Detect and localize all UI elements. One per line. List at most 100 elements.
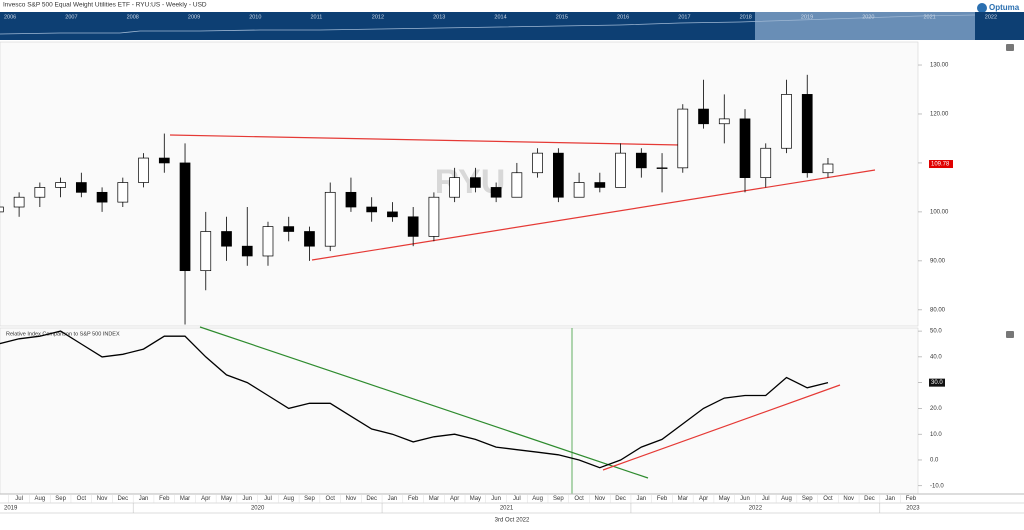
x-tick-label: Aug (283, 496, 294, 502)
x-tick-label: Jul (762, 496, 770, 502)
candle-body (55, 182, 66, 188)
y-tick-label: 130.00 (930, 63, 949, 69)
x-tick-label: Aug (35, 496, 46, 502)
navigator-year: 2007 (65, 14, 77, 20)
x-tick-label: Sep (55, 496, 66, 502)
candle-body (324, 191, 336, 247)
navigator-year: 2006 (4, 14, 16, 20)
year-label: 2023 (906, 506, 920, 512)
candle-body (739, 118, 751, 178)
x-tick-label: Oct (574, 496, 584, 502)
candle-body (283, 226, 295, 232)
x-tick-label: Feb (657, 496, 668, 502)
year-label: 2021 (500, 506, 514, 512)
x-tick-label: Jan (388, 496, 398, 502)
candle-body (96, 191, 108, 203)
candle-body (221, 231, 232, 247)
x-tick-label: Dec (117, 496, 128, 502)
logo-text: Optuma (989, 3, 1020, 12)
y-tick-label: -10.0 (930, 483, 944, 489)
candle-body (656, 167, 668, 169)
candle-body (470, 177, 481, 188)
navigator-year: 2019 (801, 14, 813, 20)
candle-body (366, 206, 378, 213)
x-tick-label: Jun (740, 496, 750, 502)
candle-body (822, 163, 834, 174)
lock-icon[interactable] (1006, 44, 1014, 51)
x-tick-label: Aug (781, 496, 792, 502)
navigator[interactable]: 2006 2007 2008 2009 2010 2011 2012 2013 2014 2015… (0, 12, 1024, 40)
x-tick-label: Jan (885, 496, 895, 502)
x-tick-label: Oct (77, 496, 87, 502)
navigator-year: 2013 (433, 14, 445, 20)
candle-body (615, 152, 626, 188)
year-label: 2020 (251, 506, 265, 512)
plot-area (0, 74, 876, 494)
x-tick-label: Mar (429, 496, 439, 502)
x-tick-label: Apr (699, 496, 708, 502)
candle-body (760, 147, 772, 178)
candle-body (635, 152, 647, 169)
candle-body (449, 177, 460, 198)
resistance-line (169, 134, 681, 146)
x-tick-label: May (221, 496, 232, 502)
navigator-year: 2020 (862, 14, 874, 20)
navigator-year: 2017 (678, 14, 690, 20)
navigator-year: 2014 (494, 14, 506, 20)
navigator-year: 2010 (249, 14, 261, 20)
candle-body (304, 231, 315, 247)
x-tick-label: Nov (346, 496, 357, 502)
candle-body (718, 118, 730, 125)
x-tick-label: May (470, 496, 481, 502)
x-tick-label: Feb (159, 496, 170, 502)
x-tick-label: Feb (906, 496, 917, 502)
x-tick-label: Jul (513, 496, 521, 502)
logo-icon (977, 3, 987, 13)
x-tick-label: Mar (180, 496, 190, 502)
candle-body (428, 196, 440, 237)
y-tick-label: 120.00 (930, 112, 949, 118)
x-tick-label: Sep (802, 496, 813, 502)
x-tick-label: Apr (450, 496, 459, 502)
year-label: 2019 (4, 506, 18, 512)
x-tick-label: Dec (864, 496, 875, 502)
lock-icon[interactable] (1006, 331, 1014, 338)
navigator-year: 2015 (556, 14, 568, 20)
candle-body (241, 245, 253, 257)
x-tick-label: Nov (594, 496, 605, 502)
candle-body (0, 206, 4, 213)
candle-body (262, 226, 274, 257)
x-tick-label: Dec (366, 496, 377, 502)
x-tick-label: Dec (615, 496, 626, 502)
candle-body (34, 187, 46, 198)
x-tick-label: Jan (636, 496, 646, 502)
candle-body (552, 152, 564, 198)
x-tick-label: May (719, 496, 730, 502)
last-value-label: 30.0 (931, 380, 943, 386)
x-tick-label: Aug (532, 496, 543, 502)
navigator-year: 2021 (924, 14, 936, 20)
last-price-box (929, 160, 953, 169)
candle-body (345, 191, 357, 208)
candle-body (573, 182, 585, 198)
last-value-box (929, 378, 945, 387)
navigator-selection[interactable] (755, 12, 975, 40)
y-tick-label: 40.0 (930, 354, 942, 360)
x-tick-label: Sep (553, 496, 564, 502)
candle-body (677, 108, 689, 169)
y-tick-label: 100.00 (930, 209, 949, 215)
y-tick-label: 90.00 (930, 258, 946, 264)
x-tick-label: Jun (491, 496, 501, 502)
candle-body (75, 182, 87, 193)
y-tick-label: 20.0 (930, 406, 942, 412)
x-tick-label: Mar (678, 496, 688, 502)
navigator-year: 2018 (740, 14, 752, 20)
x-tick-label: Feb (408, 496, 419, 502)
navigator-line (0, 14, 976, 35)
candle-body (801, 94, 813, 174)
candle-body (532, 152, 543, 174)
candle-body (200, 231, 212, 272)
navigator-year: 2012 (372, 14, 384, 20)
y-tick-label: 10.0 (930, 432, 942, 438)
